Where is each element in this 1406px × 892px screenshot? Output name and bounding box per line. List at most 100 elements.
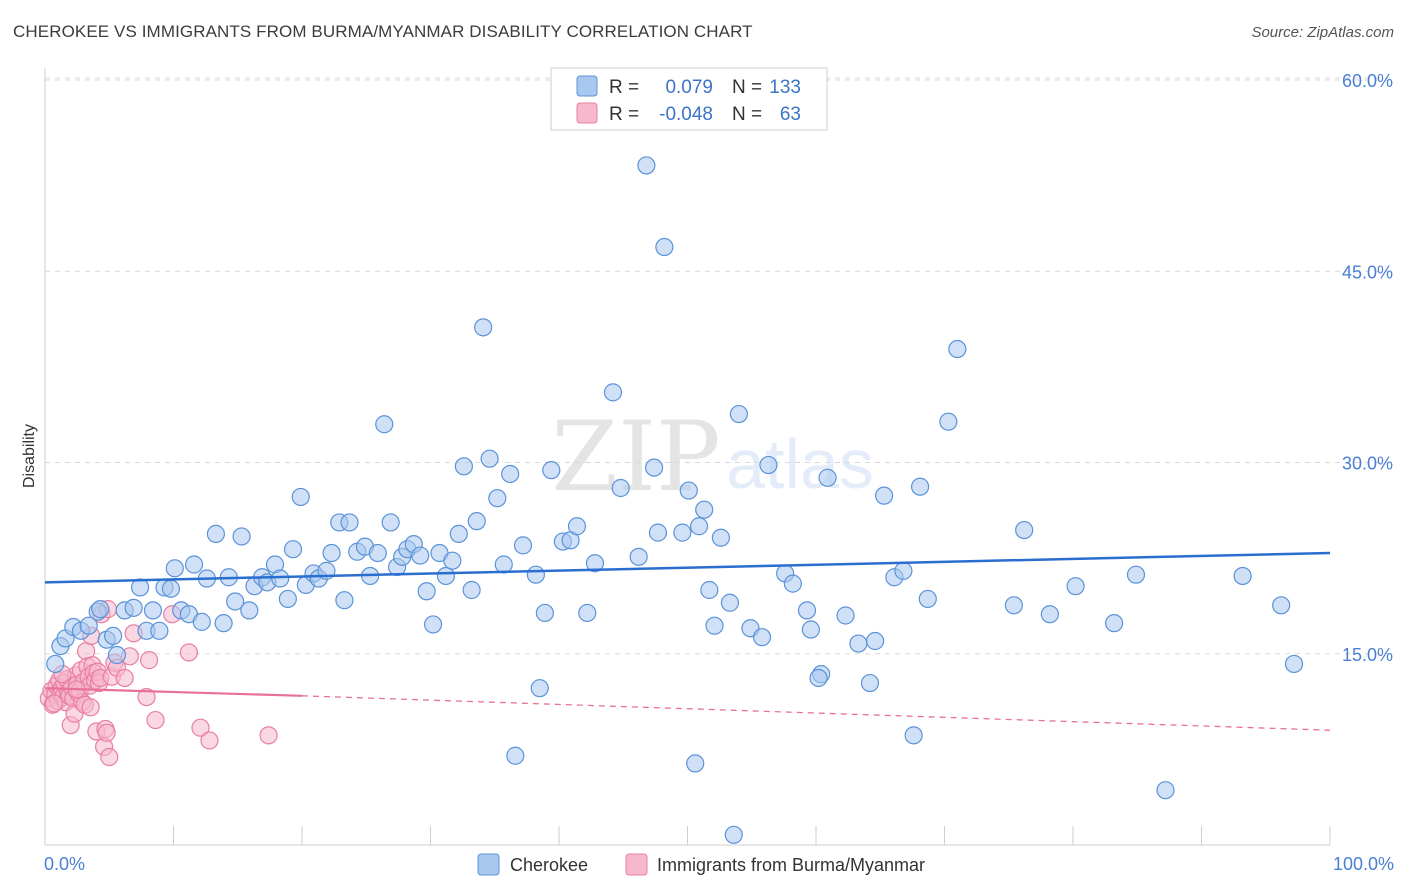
immigrants-burma-point-42 — [97, 723, 116, 742]
cherokee-point-37 — [283, 540, 303, 559]
cherokee-point-127 — [1272, 596, 1291, 615]
bottom-legend-label-cherokee: Cherokee — [510, 855, 588, 875]
cherokee-point-75 — [535, 603, 554, 623]
cherokee-point-80 — [578, 603, 597, 623]
chart-title: CHEROKEE VS IMMIGRANTS FROM BURMA/MYANMA… — [13, 22, 753, 41]
cherokee-point-64 — [454, 457, 474, 476]
bottom-legend-label-immigrants-burma: Immigrants from Burma/Myanmar — [657, 855, 925, 875]
cherokee-point-73 — [526, 565, 545, 584]
cherokee-point-36 — [278, 589, 297, 609]
cherokee-point-50 — [368, 543, 387, 563]
cherokee-point-29 — [232, 527, 251, 546]
cherokee-point-109 — [860, 673, 880, 693]
immigrants-burma-point-55 — [179, 643, 199, 662]
cherokee-point-104 — [801, 620, 820, 639]
cherokee-point-12 — [124, 598, 143, 617]
cherokee-point-93 — [700, 580, 719, 600]
cherokee-point-90 — [679, 481, 698, 500]
cherokee-point-76 — [542, 461, 561, 480]
cherokee-point-46 — [340, 513, 359, 532]
immigrants-burma-point-62 — [81, 698, 100, 717]
cherokee-point-23 — [192, 612, 211, 631]
correlation-legend: R = 0.079 N = 133 R = -0.048 N = 63 — [550, 67, 828, 131]
cherokee-point-89 — [673, 523, 692, 542]
cherokee-point-0 — [46, 654, 65, 674]
cherokee-point-70 — [494, 555, 513, 574]
cherokee-point-88 — [655, 237, 674, 257]
cherokee-point-107 — [836, 606, 855, 625]
cherokee-point-30 — [240, 601, 259, 620]
y-axis-label: Disability — [21, 424, 38, 488]
cherokee-point-10 — [107, 645, 127, 665]
immigrants-burma-point-44 — [100, 747, 119, 767]
cherokee-point-7 — [91, 600, 110, 619]
cherokee-point-26 — [214, 614, 233, 633]
cherokee-point-97 — [729, 404, 749, 424]
cherokee-point-45 — [335, 591, 354, 610]
cherokee-point-129 — [506, 746, 525, 765]
cherokee-point-71 — [501, 464, 520, 484]
bottom-legend-swatch-cherokee — [477, 853, 500, 876]
cherokee-point-68 — [480, 449, 499, 468]
x-axis-ticks — [44, 826, 1331, 845]
cherokee-point-19 — [165, 559, 184, 578]
cherokee-point-95 — [711, 528, 731, 547]
legend-n-value-2: 63 — [780, 104, 801, 125]
cherokee-point-66 — [467, 512, 486, 531]
cherokee-point-119 — [1004, 596, 1023, 615]
immigrants-burma-point-51 — [137, 687, 156, 707]
cherokee-point-67 — [474, 318, 493, 337]
cherokee-point-51 — [375, 415, 394, 434]
legend-r-value-1: 0.079 — [665, 77, 713, 98]
cherokee-point-126 — [1233, 566, 1252, 586]
cherokee-point-65 — [462, 580, 481, 600]
immigrants-burma-point-59 — [44, 694, 64, 713]
y-tick-label-15: 15.0% — [1342, 645, 1393, 665]
cherokee-point-74 — [530, 679, 549, 698]
source-credit: Source: ZipAtlas.com — [1251, 24, 1394, 41]
cherokee-point-35 — [271, 569, 290, 588]
legend-swatch-cherokee — [576, 75, 598, 97]
legend-r-value-2: -0.048 — [659, 104, 713, 125]
cherokee-point-108 — [849, 634, 868, 653]
cherokee-point-124 — [1126, 565, 1146, 584]
cherokee-point-121 — [1040, 605, 1059, 624]
cherokee-point-100 — [759, 455, 778, 475]
cherokee-point-28 — [226, 592, 245, 611]
x-tick-label-min: 0.0% — [44, 854, 85, 874]
bottom-legend-swatch-immigrants-burma — [625, 853, 648, 876]
cherokee-point-86 — [644, 458, 664, 477]
cherokee-point-91 — [689, 517, 709, 536]
y-tick-label-45: 45.0% — [1342, 262, 1393, 282]
cherokee-point-82 — [603, 383, 623, 402]
immigrants-burma-trend-dashed — [301, 695, 1331, 731]
cherokee-point-114 — [904, 726, 923, 745]
cherokee-point-123 — [1105, 614, 1124, 633]
legend-n-label-1: N = — [732, 77, 762, 98]
cherokee-point-103 — [797, 601, 817, 620]
cherokee-point-57 — [411, 546, 430, 565]
cherokee-point-9 — [104, 626, 123, 646]
cherokee-point-72 — [513, 536, 533, 555]
cherokee-point-117 — [939, 412, 958, 431]
cherokee-point-87 — [648, 523, 668, 542]
cherokee-point-81 — [585, 554, 605, 573]
immigrants-burma-trend-line — [44, 687, 303, 697]
cherokee-point-84 — [629, 547, 648, 566]
cherokee-point-61 — [436, 566, 456, 586]
cherokee-point-118 — [948, 339, 967, 359]
cherokee-point-69 — [488, 489, 507, 508]
series-legend: Cherokee Immigrants from Burma/Myanmar — [477, 853, 925, 876]
cherokee-point-25 — [206, 524, 226, 544]
cherokee-point-18 — [161, 579, 181, 598]
cherokee-point-16 — [150, 621, 169, 640]
cherokee-point-122 — [1066, 577, 1085, 596]
cherokee-point-130 — [686, 754, 705, 773]
cherokee-point-96 — [720, 593, 740, 612]
cherokee-point-22 — [184, 555, 204, 574]
cherokee-point-110 — [866, 631, 885, 651]
immigrants-burma-point-48 — [115, 668, 134, 688]
cherokee-trend-line — [44, 551, 1331, 584]
legend-swatch-immigrants-burma — [576, 102, 598, 124]
